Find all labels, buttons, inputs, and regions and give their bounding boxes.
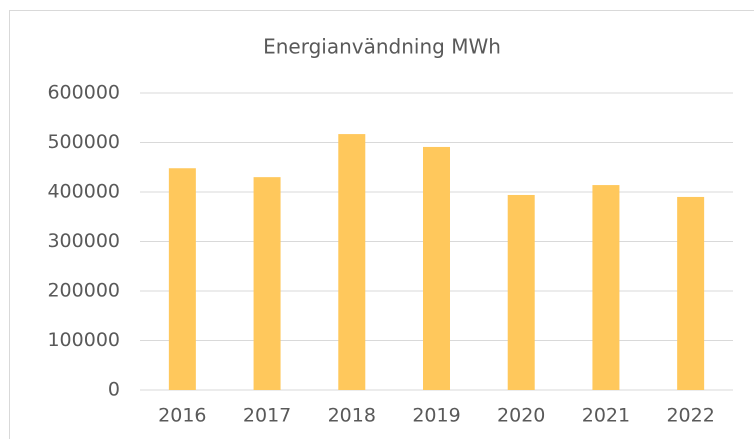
y-tick-label: 500000 <box>47 131 120 153</box>
x-tick-label: 2018 <box>328 405 376 427</box>
x-tick-label: 2019 <box>412 405 460 427</box>
bar <box>423 146 450 390</box>
y-tick-label: 200000 <box>47 280 120 302</box>
y-tick-label: 100000 <box>47 329 120 351</box>
x-tick-label: 2020 <box>497 405 545 427</box>
y-tick-label: 600000 <box>47 82 120 104</box>
bar <box>507 194 535 390</box>
y-tick-label: 0 <box>108 379 120 401</box>
chart-title: Energianvändning MWh <box>263 35 501 59</box>
bar <box>338 134 366 390</box>
x-tick-label: 2017 <box>243 405 291 427</box>
bar <box>677 196 705 390</box>
x-tick-label: 2022 <box>666 405 714 427</box>
bar <box>253 177 281 390</box>
chart-frame <box>9 10 754 439</box>
y-tick-label: 400000 <box>47 181 120 203</box>
y-tick-label: 300000 <box>47 230 120 252</box>
bar <box>168 168 196 390</box>
x-tick-label: 2021 <box>582 405 630 427</box>
x-tick-label: 2016 <box>158 405 206 427</box>
bar <box>592 185 620 390</box>
